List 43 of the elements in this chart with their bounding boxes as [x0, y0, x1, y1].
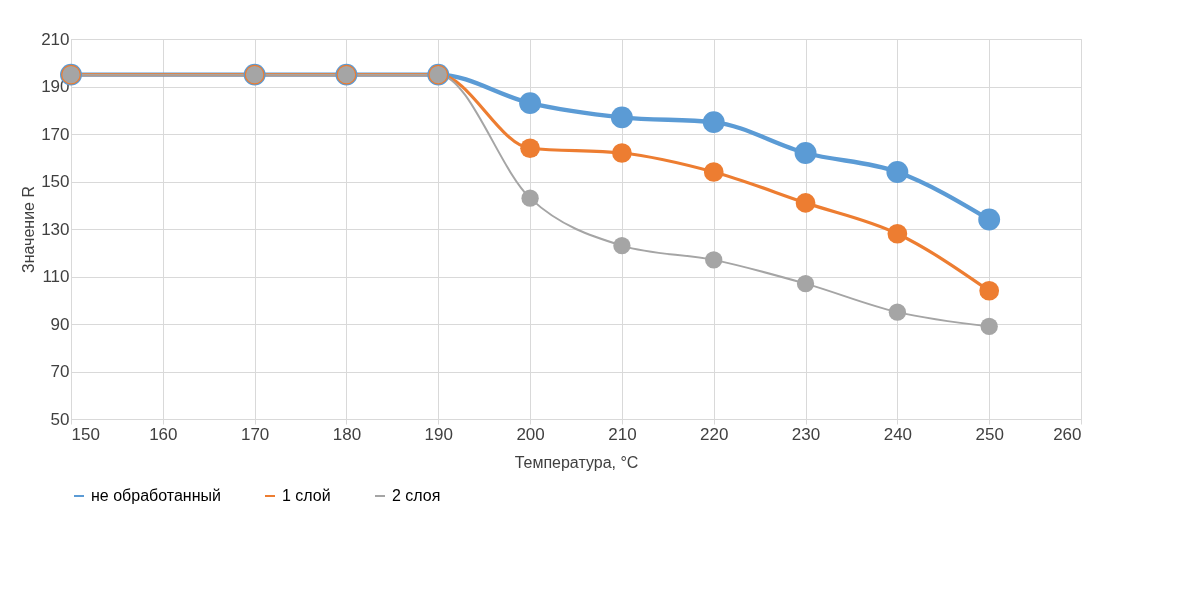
point [978, 208, 1001, 231]
x-tick-label: 210 [608, 424, 637, 444]
x-tick-label: 190 [424, 424, 453, 444]
legend-label: 1 слой [282, 487, 331, 504]
point [886, 161, 909, 183]
y-tick-label: 110 [42, 267, 70, 286]
y-tick-label: 70 [50, 362, 70, 381]
point [794, 142, 817, 164]
x-tick-label: 200 [516, 424, 545, 444]
y-axis-title: Значение R [20, 186, 38, 273]
x-tick-label: 220 [700, 424, 729, 444]
x-tick-label: 260 [1053, 424, 1082, 444]
x-tick-label: 230 [791, 424, 821, 444]
y-tick-label: 150 [41, 172, 70, 191]
point [613, 236, 631, 255]
point [980, 317, 998, 336]
point [519, 92, 542, 115]
legend-label: 2 слоя [392, 487, 441, 504]
point [703, 162, 724, 182]
y-tick-label: 170 [41, 124, 70, 144]
x-tick-label: 160 [149, 424, 178, 444]
point [612, 143, 632, 163]
legend-label: не обработанный [91, 487, 221, 504]
x-tick-label: 170 [240, 424, 270, 444]
x-tick-label: 240 [883, 424, 913, 444]
y-tick-label: 130 [41, 219, 70, 239]
point [521, 189, 539, 207]
point [520, 138, 540, 159]
point [610, 106, 633, 129]
y-tick-label: 50 [50, 409, 70, 429]
point [888, 303, 907, 321]
y-tick-label: 210 [41, 29, 70, 49]
point [796, 274, 815, 293]
point [795, 193, 816, 213]
x-tick-label: 180 [332, 424, 362, 444]
point [979, 280, 1000, 301]
point [887, 223, 908, 244]
x-axis-title: Температура, °C [514, 453, 639, 471]
x-tick-label: 150 [71, 424, 100, 444]
y-tick-label: 90 [50, 314, 70, 334]
point [705, 251, 723, 269]
x-tick-label: 250 [975, 424, 1004, 444]
point [702, 111, 725, 134]
